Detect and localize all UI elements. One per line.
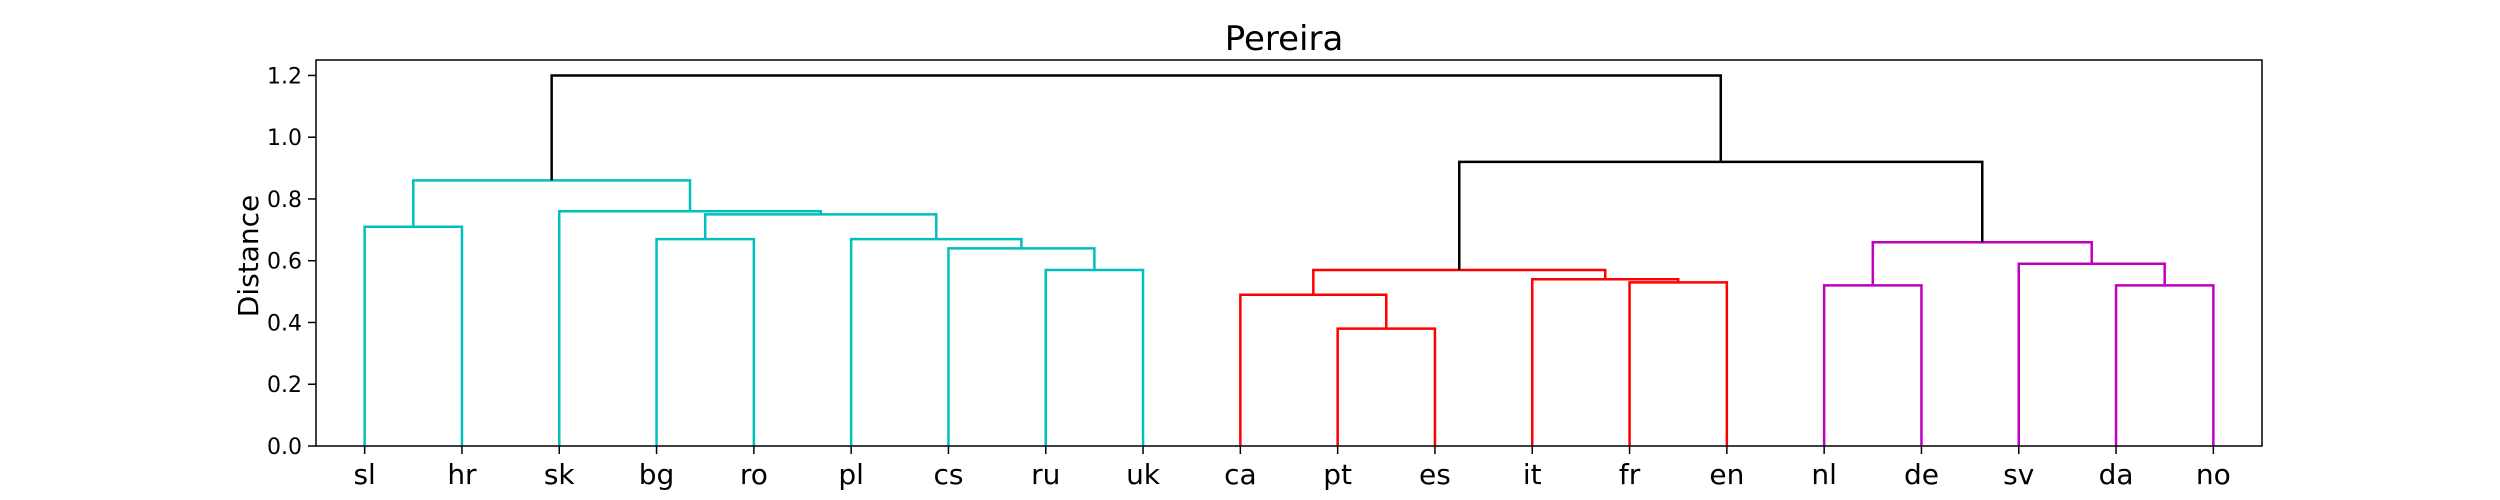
link-it-fr+en <box>1531 277 1680 446</box>
leaf-label-ro: ro <box>740 458 768 491</box>
y-tick-label: 1.2 <box>267 64 302 89</box>
link-sl-hr <box>363 225 464 446</box>
link-sv-da+no <box>2017 262 2166 446</box>
leaf-label-bg: bg <box>639 458 675 491</box>
link-bg-ro <box>655 237 756 446</box>
y-tick-label: 0.2 <box>267 373 302 398</box>
link-sl+hr-sk+bg+ro+pl+cs+ru+uk <box>412 179 692 227</box>
leaf-label-fr: fr <box>1619 458 1641 491</box>
leaf-label-es: es <box>1419 458 1451 491</box>
link-ru-uk <box>1044 268 1145 446</box>
y-axis-label: Distance <box>232 195 265 317</box>
link-bg+ro-pl+cs+ru+uk <box>703 213 938 240</box>
link-cs-ru+uk <box>947 247 1096 446</box>
y-axis-ticks: 0.0 0.2 0.4 0.6 0.8 1.0 1.2 <box>267 64 316 460</box>
leaf-label-hr: hr <box>447 458 477 491</box>
leaf-label-de: de <box>1904 458 1939 491</box>
leaf-label-nl: nl <box>1811 458 1837 491</box>
leaf-labels: sl hr sk bg ro pl cs ru uk ca pt es it fr en nl de sv da no <box>353 446 2231 491</box>
y-tick-label: 1.0 <box>267 126 302 151</box>
leaf-label-sk: sk <box>544 458 576 491</box>
dendrogram-links <box>363 74 2215 446</box>
leaf-label-ca: ca <box>1224 458 1257 491</box>
link-sl+hr+sk+bg+ro+pl+cs+ru+uk-ca+pt+es+it+fr+en+nl+de+sv+da+no <box>550 74 1723 181</box>
link-sk-bg+ro+pl+cs+ru+uk <box>558 210 822 446</box>
leaf-label-cs: cs <box>933 458 963 491</box>
leaf-label-sv: sv <box>2003 458 2034 491</box>
leaf-label-uk: uk <box>1126 458 1161 491</box>
link-fr-en <box>1628 281 1729 446</box>
y-tick-label: 0.8 <box>267 188 302 213</box>
y-tick-label: 0.6 <box>267 250 302 275</box>
link-ca-pt+es <box>1239 293 1388 446</box>
plot-frame <box>315 59 2263 447</box>
leaf-label-pt: pt <box>1323 458 1352 491</box>
leaf-label-pl: pl <box>838 458 864 491</box>
leaf-label-sl: sl <box>353 458 375 491</box>
leaf-label-ru: ru <box>1031 458 1060 491</box>
leaf-label-en: en <box>1709 458 1744 491</box>
link-pt-es <box>1336 327 1437 446</box>
y-tick-label: 0.0 <box>267 435 302 460</box>
link-pl-cs+ru+uk <box>849 237 1023 446</box>
leaf-label-da: da <box>2099 458 2134 491</box>
leaf-label-it: it <box>1523 458 1542 491</box>
link-da-no <box>2114 284 2215 446</box>
chart-title: Pereira <box>1225 19 1344 59</box>
link-ca+pt+es+it+fr+en-nl+de+sv+da+no <box>1458 160 1984 270</box>
link-ca+pt+es-it+fr+en <box>1312 268 1607 295</box>
y-tick-label: 0.4 <box>267 311 302 336</box>
link-nl-de <box>1822 284 1923 446</box>
leaf-label-no: no <box>2196 458 2231 491</box>
